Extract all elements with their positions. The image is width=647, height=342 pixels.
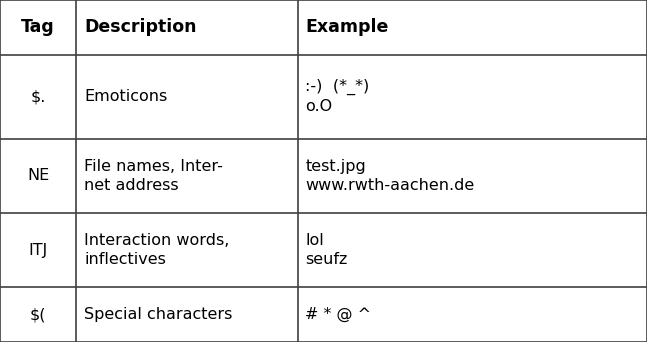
Text: NE: NE	[27, 168, 49, 183]
Text: Example: Example	[305, 18, 389, 36]
Text: $(: $(	[30, 307, 47, 322]
Text: Special characters: Special characters	[84, 307, 232, 322]
Text: Description: Description	[84, 18, 197, 36]
Text: :-)  (*_*)
o.O: :-) (*_*) o.O	[305, 79, 369, 114]
Text: Tag: Tag	[21, 18, 55, 36]
Text: # * @ ^: # * @ ^	[305, 307, 371, 322]
Text: test.jpg
www.rwth-aachen.de: test.jpg www.rwth-aachen.de	[305, 159, 475, 193]
Text: ITJ: ITJ	[28, 243, 48, 258]
Text: File names, Inter-
net address: File names, Inter- net address	[84, 159, 223, 193]
Text: Interaction words,
inflectives: Interaction words, inflectives	[84, 233, 230, 267]
Text: Emoticons: Emoticons	[84, 89, 168, 104]
Text: lol
seufz: lol seufz	[305, 233, 347, 267]
Text: $.: $.	[30, 89, 46, 104]
